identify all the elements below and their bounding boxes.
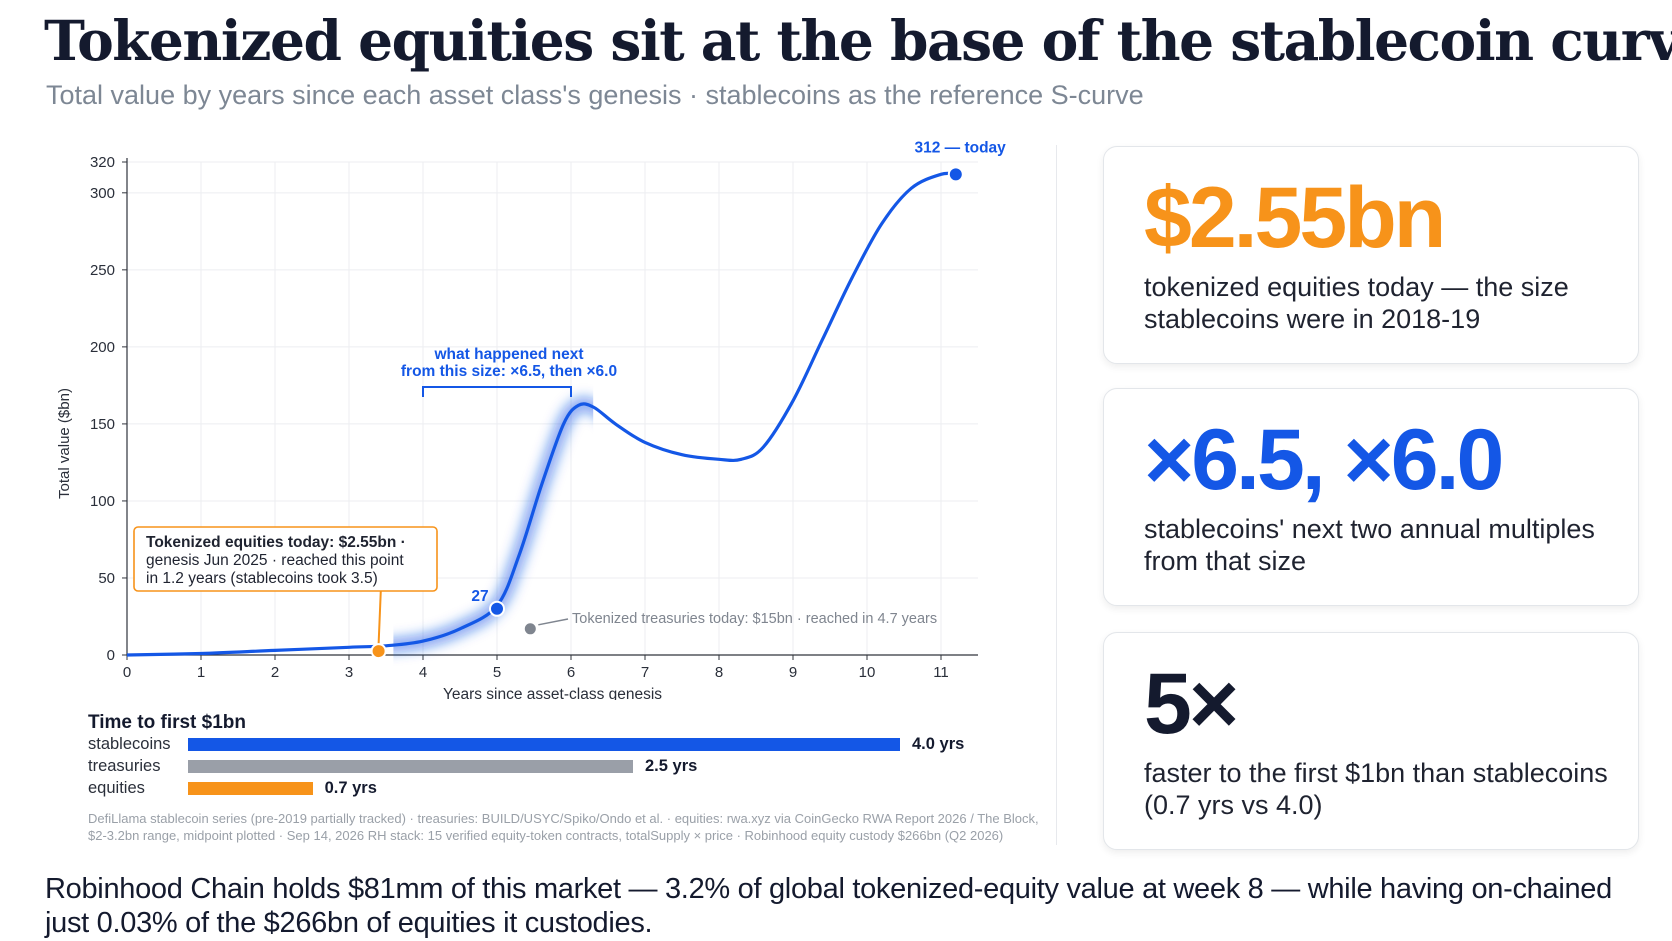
point-stablecoins-marker [489, 600, 505, 617]
x-tick-label: 2 [271, 664, 279, 681]
page-title: Tokenized equities sit at the base of th… [44, 8, 1672, 73]
time-bar-stablecoins [188, 738, 900, 751]
chart-series [126, 171, 956, 657]
x-tick-label: 11 [933, 664, 949, 681]
treasuries-note-leader [538, 618, 569, 626]
bottom-summary: Robinhood Chain holds $81mm of this mark… [45, 873, 1612, 939]
chart-annotations: Tokenized equities today: $2.55bn ·genes… [133, 346, 937, 645]
time-bar-value: 0.7 yrs [324, 779, 377, 797]
stat-card-description: faster to the first $1bn than stablecoin… [1144, 758, 1608, 820]
time-bar-label: equities [88, 779, 145, 797]
time-to-first-bn-title: Time to first $1bn [88, 712, 247, 733]
x-tick-label: 8 [715, 664, 723, 681]
point-tokenized-equities-today [370, 643, 387, 660]
equities-callout-leader [377, 585, 382, 645]
x-tick-label: 6 [567, 664, 575, 681]
y-tick-label: 0 [107, 647, 115, 664]
time-bar-value: 4.0 yrs [912, 735, 965, 753]
equities-callout-box [133, 526, 438, 592]
time-bar-equities [188, 782, 313, 795]
x-tick-label: 0 [123, 664, 131, 681]
point-tokenized-treasuries-today [522, 621, 538, 637]
stat-card-value: $2.55bn [1144, 170, 1446, 266]
x-tick-label: 9 [789, 664, 797, 681]
panel-divider [1056, 145, 1057, 845]
y-tick-label: 320 [90, 154, 115, 171]
stat-card-description: stablecoins' next two annual multiples f… [1144, 514, 1595, 576]
stat-card-multiples: ×6.5, ×6.0 stablecoins' next two annual … [1103, 388, 1639, 606]
time-bar-value: 2.5 yrs [645, 757, 698, 775]
series-line-stablecoins [126, 171, 956, 657]
point-stablecoins-today [947, 166, 964, 183]
equities-callout-text: genesis Jun 2025 · reached this point [146, 552, 404, 569]
time-bar-treasuries [188, 760, 633, 773]
x-tick-label: 4 [419, 664, 427, 681]
y-tick-label: 200 [90, 339, 115, 356]
stat-card-equities: $2.55bn tokenized equities today — the s… [1103, 146, 1639, 364]
y-tick-label: 250 [90, 262, 115, 279]
x-tick-label: 5 [493, 664, 501, 681]
page-subtitle: Total value by years since each asset cl… [46, 80, 1144, 110]
stat-card-speed: 5× faster to the first $1bn than stablec… [1103, 632, 1639, 850]
line-chart: 0 1 2 3 4 5 6 7 8 9 10 11 0 50 100 150 200 250 300 320 Years… [56, 139, 1006, 700]
point-label: 312 — today [914, 139, 1006, 156]
multiples-bracket [422, 386, 572, 397]
time-bar-label: treasuries [88, 757, 161, 775]
x-tick-label: 1 [197, 664, 205, 681]
x-axis-title: Years since asset-class genesis [443, 686, 662, 700]
chart-axes: 0 1 2 3 4 5 6 7 8 9 10 11 0 50 100 150 200 250 300 320 Years… [56, 154, 978, 700]
y-tick-label: 150 [90, 416, 115, 433]
y-tick-label: 50 [98, 570, 115, 587]
x-tick-label: 10 [859, 664, 876, 681]
multiples-note: from this size: ×6.5, then ×6.0 [401, 363, 617, 380]
treasuries-note: Tokenized treasuries today: $15bn · reac… [572, 611, 937, 627]
y-axis-title: Total value ($bn) [56, 388, 73, 499]
y-tick-label: 300 [90, 185, 115, 202]
y-tick-label: 100 [90, 493, 115, 510]
chart-points: 27 312 — today [370, 139, 1006, 660]
stat-card-description: tokenized equities today — the size stab… [1144, 272, 1569, 334]
source-footnote: DefiLlama stablecoin series (pre-2019 pa… [88, 811, 1039, 843]
point-label: 27 [471, 588, 488, 605]
time-bar-label: stablecoins [88, 735, 171, 753]
stat-card-value: 5× [1144, 656, 1239, 752]
stat-card-value: ×6.5, ×6.0 [1144, 412, 1504, 508]
x-tick-label: 7 [641, 664, 649, 681]
multiples-note: what happened next [434, 346, 584, 363]
equities-callout-text: Tokenized equities today: $2.55bn · [146, 534, 406, 551]
equities-callout-text: in 1.2 years (stablecoins took 3.5) [146, 570, 378, 587]
x-tick-label: 3 [345, 664, 353, 681]
